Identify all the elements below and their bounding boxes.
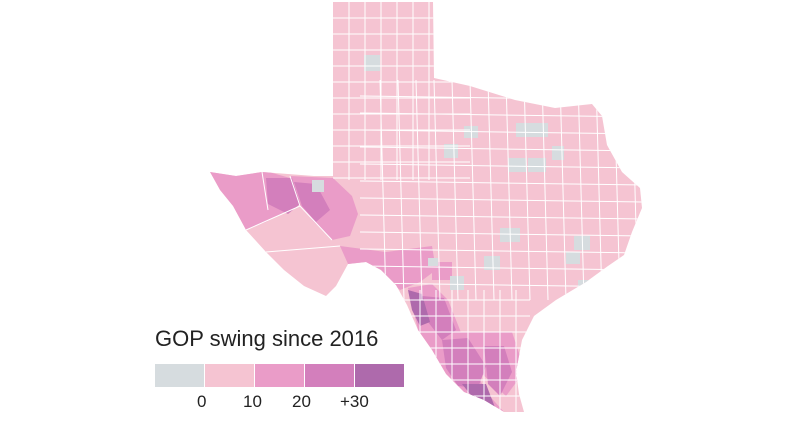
region-no-swing-0: [364, 55, 380, 71]
county-line-h: [359, 129, 642, 135]
legend: GOP swing since 2016 0 10 20 +30: [155, 325, 415, 416]
county-line-h: [359, 214, 642, 220]
region-no-swing-1: [516, 123, 532, 137]
legend-swatch-10-20: [255, 364, 304, 387]
county-line-h: [359, 163, 642, 169]
region-big-bend-east: [340, 246, 436, 290]
region-no-swing-6: [528, 158, 546, 172]
county-line-v: [577, 79, 585, 301]
legend-tick-0: 0: [197, 392, 207, 411]
region-county-c: [294, 182, 330, 222]
legend-tick-30-plus: +30: [340, 392, 369, 411]
region-county-e: [442, 338, 486, 388]
region-no-swing-15: [428, 258, 438, 266]
region-county-d: [422, 296, 456, 340]
legend-title: GOP swing since 2016: [155, 326, 379, 351]
county-line-v: [523, 79, 531, 301]
county-line-h: [359, 112, 642, 118]
region-no-swing-13: [578, 280, 594, 294]
county-line-v: [397, 79, 405, 301]
county-line-v: [379, 79, 387, 301]
county-line-v: [487, 79, 495, 301]
county-line-v: [433, 79, 441, 301]
county-line-h: [359, 265, 642, 271]
county-line-h: [359, 146, 642, 152]
county-borders: [245, 2, 642, 412]
county-line-v: [289, 175, 301, 207]
legend-tick-20: 20: [292, 392, 311, 411]
legend-swatch-30-plus: [355, 364, 404, 387]
legend-swatch-0-10: [205, 364, 254, 387]
region-no-swing-12: [566, 252, 580, 264]
county-line-v: [559, 79, 567, 301]
region-county-b: [266, 178, 300, 214]
legend-color-bar: [155, 364, 415, 387]
region-county-f: [484, 346, 512, 396]
legend-tick-labels: 0 10 20 +30: [155, 392, 415, 416]
region-no-swing-14: [450, 276, 464, 290]
county-line-v: [505, 79, 513, 301]
county-line-d: [299, 205, 333, 241]
county-line-v: [415, 79, 423, 301]
county-line-h: [359, 180, 642, 186]
region-no-swing-8: [312, 180, 324, 192]
county-line-h: [359, 248, 642, 254]
county-line-h: [265, 245, 341, 253]
county-line-h: [359, 231, 642, 237]
county-line-v: [261, 171, 269, 211]
county-line-h: [359, 197, 642, 203]
region-no-swing-10: [484, 256, 500, 270]
region-county-a: [432, 262, 452, 280]
region-no-swing-2: [532, 123, 548, 137]
region-no-swing-5: [508, 158, 526, 172]
region-county-g: [408, 290, 430, 326]
county-line-v: [469, 79, 477, 301]
county-line-v: [451, 79, 459, 301]
county-line-v: [541, 79, 549, 301]
legend-swatch-no-swing: [155, 364, 204, 387]
legend-tick-10: 10: [243, 392, 262, 411]
texas-state-outline: [210, 2, 642, 412]
legend-swatch-20-30: [305, 364, 354, 387]
county-line-h: [245, 205, 301, 231]
